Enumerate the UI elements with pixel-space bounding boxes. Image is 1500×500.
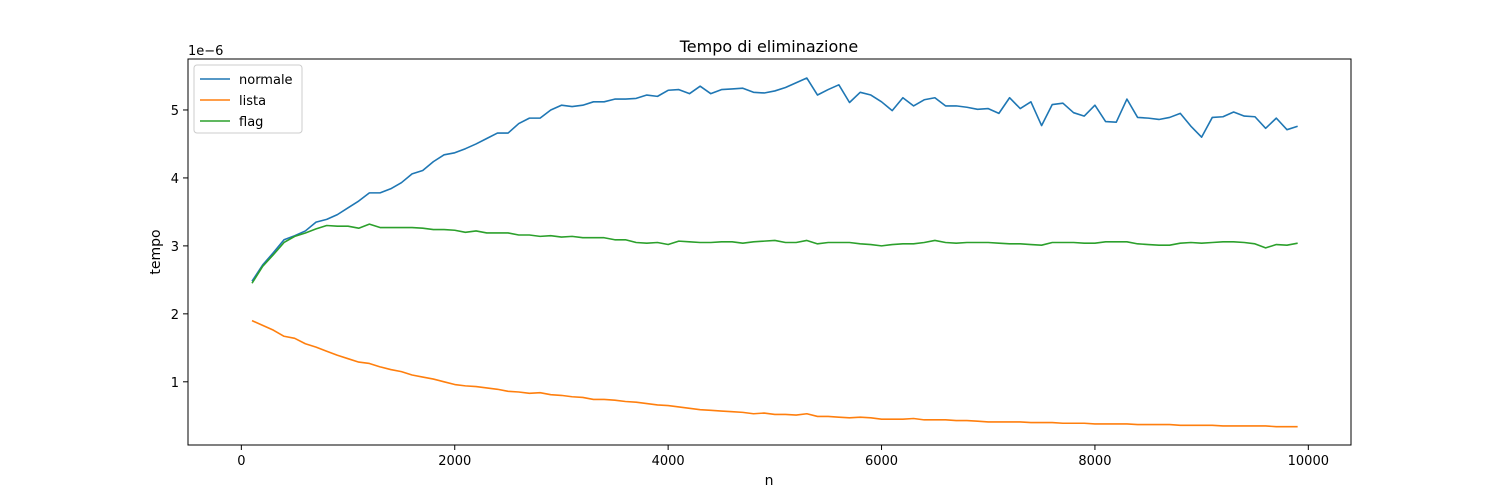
x-tick-label: 6000 xyxy=(865,454,898,469)
x-axis-label: n xyxy=(765,473,774,489)
x-tick-label: 10000 xyxy=(1288,454,1329,469)
series-line-lista xyxy=(251,319,1298,428)
plot-lines xyxy=(251,77,1298,428)
x-tick-label: 4000 xyxy=(652,454,685,469)
x-tick-label: 8000 xyxy=(1078,454,1111,469)
series-line-flag xyxy=(251,223,1298,284)
chart-title: Tempo di eliminazione xyxy=(679,37,859,56)
legend-label-lista: lista xyxy=(239,94,266,109)
x-axis: 0 2000 4000 6000 8000 10000 xyxy=(237,445,1329,469)
y-tick-label: 3 xyxy=(171,240,179,255)
legend-label-flag: flag xyxy=(239,115,263,130)
x-tick-label: 0 xyxy=(237,454,245,469)
legend: normale lista flag xyxy=(193,64,303,134)
y-axis-label: tempo xyxy=(148,229,164,274)
y-axis: 1 2 3 4 5 xyxy=(171,104,188,391)
plot-frame xyxy=(187,58,1352,446)
legend-label-normale: normale xyxy=(239,73,293,88)
y-tick-label: 4 xyxy=(171,172,179,187)
y-tick-label: 5 xyxy=(171,104,179,119)
y-offset-label: 1e−6 xyxy=(188,44,223,59)
legend-box xyxy=(193,64,303,134)
x-tick-label: 2000 xyxy=(438,454,471,469)
series-line-normale xyxy=(251,77,1298,282)
y-tick-label: 2 xyxy=(171,308,179,323)
y-tick-label: 1 xyxy=(171,376,179,391)
